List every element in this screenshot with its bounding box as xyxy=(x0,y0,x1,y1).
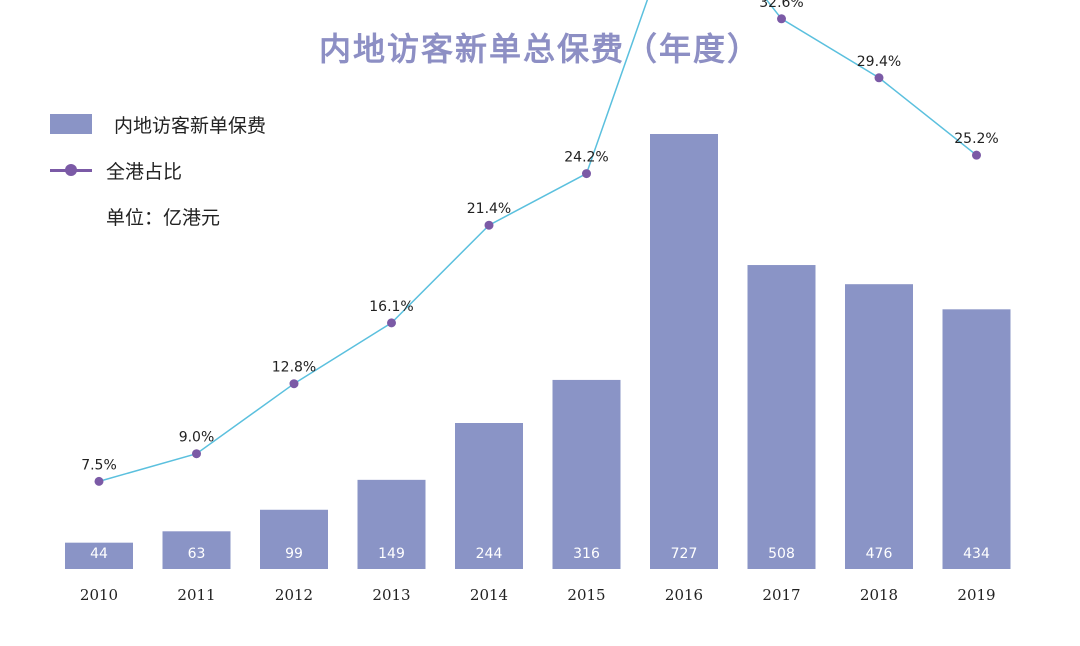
bar-value-label: 434 xyxy=(963,546,990,562)
bar-value-label: 44 xyxy=(90,546,108,562)
share-label: 16.1% xyxy=(369,299,413,315)
bar-2015 xyxy=(552,379,621,569)
share-point-2012 xyxy=(289,379,299,389)
legend-item-line: 全港占比 xyxy=(50,158,266,183)
x-tick-label: 2013 xyxy=(372,586,410,604)
bar-value-label: 99 xyxy=(285,546,303,562)
share-point-2013 xyxy=(387,318,396,328)
bar-2012 xyxy=(260,509,328,569)
bar-2019 xyxy=(942,309,1011,569)
share-line xyxy=(98,0,977,483)
share-label: 25.2% xyxy=(954,131,998,147)
legend-bar-swatch xyxy=(50,114,92,134)
bar-2013 xyxy=(357,479,426,569)
bar-value-label: 727 xyxy=(671,546,698,562)
x-tick-label: 2018 xyxy=(860,586,898,604)
unit-label-row: 单位：亿港元 xyxy=(50,204,266,229)
x-tick-label: 2011 xyxy=(177,586,215,604)
share-label: 24.2% xyxy=(564,150,608,166)
legend: 内地访客新单保费 全港占比 单位：亿港元 xyxy=(50,112,267,229)
legend-bar-label: 内地访客新单保费 xyxy=(114,114,267,137)
share-point-2019 xyxy=(972,150,981,160)
x-tick-label: 2012 xyxy=(275,586,313,604)
bar-value-label: 149 xyxy=(378,546,405,562)
legend-item-bar: 内地访客新单保费 xyxy=(50,112,267,137)
x-tick-label: 2010 xyxy=(80,586,118,604)
share-label: 7.5% xyxy=(81,457,117,473)
bar-2016 xyxy=(650,134,718,569)
share-label: 9.0% xyxy=(179,430,215,446)
share-label: 12.8% xyxy=(272,360,316,376)
bar-value-label: 244 xyxy=(476,546,503,562)
bar-2011 xyxy=(162,531,231,569)
share-point-2011 xyxy=(192,449,201,459)
share-point-2014 xyxy=(484,220,494,230)
chart-title: 内地访客新单总保费（年度） xyxy=(318,30,761,68)
legend-line-label: 全港占比 xyxy=(106,160,183,183)
bar-value-label: 63 xyxy=(188,546,206,562)
share-label: 32.6% xyxy=(759,0,803,11)
share-label: 29.4% xyxy=(857,54,901,70)
bar-2010 xyxy=(65,542,133,569)
unit-label: 单位：亿港元 xyxy=(106,206,221,229)
x-tick-label: 2016 xyxy=(665,586,703,604)
bar-2017 xyxy=(747,265,816,569)
share-point-2017 xyxy=(777,14,786,24)
share-point-2015 xyxy=(582,169,591,179)
bar-value-label: 508 xyxy=(768,546,795,562)
share-point-2018 xyxy=(874,73,884,83)
x-tick-label: 2014 xyxy=(470,586,508,604)
legend-line-swatch xyxy=(50,160,92,180)
bar-value-label: 476 xyxy=(866,546,893,562)
x-tick-label: 2017 xyxy=(762,586,800,604)
bar-2014 xyxy=(455,423,523,569)
bar-2018 xyxy=(845,284,913,569)
share-point-2010 xyxy=(94,476,104,486)
bar-value-label: 316 xyxy=(573,546,600,562)
share-label: 21.4% xyxy=(467,201,511,217)
x-tick-label: 2015 xyxy=(567,586,605,604)
x-tick-label: 2019 xyxy=(957,586,995,604)
